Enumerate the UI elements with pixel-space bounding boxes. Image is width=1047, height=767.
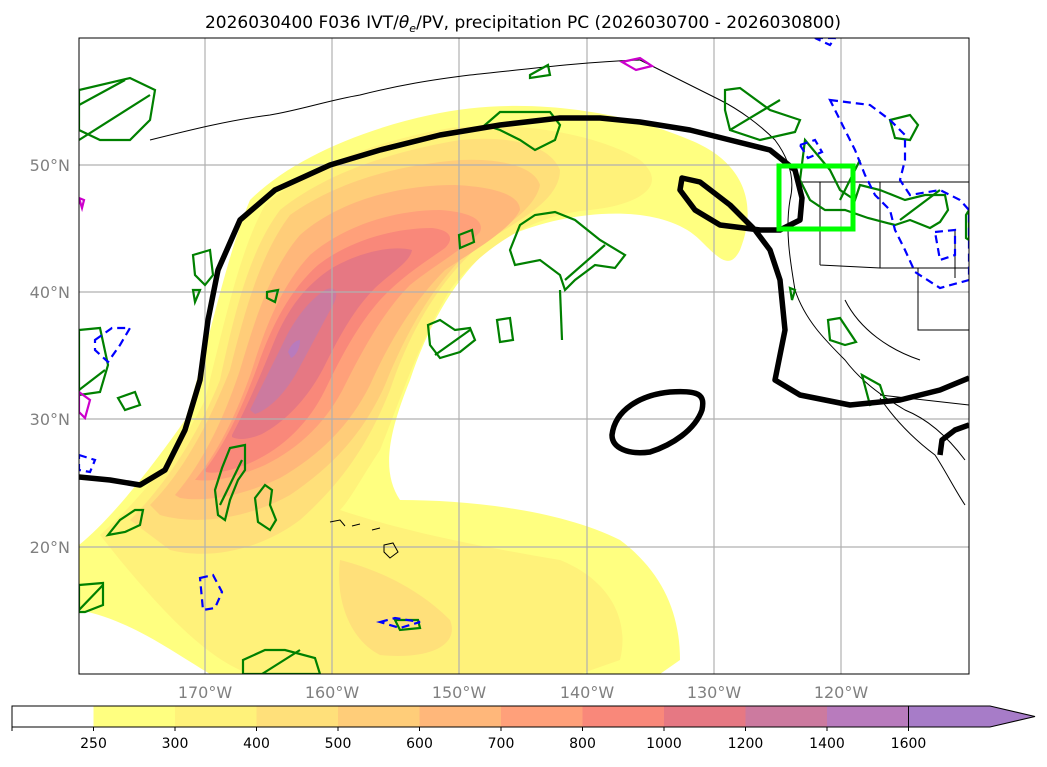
title-subscript: e: [409, 22, 416, 35]
colorbar-tick-label: 300: [162, 736, 189, 752]
hawaii-islands: [329, 519, 399, 559]
pv-contours: [79, 56, 655, 421]
mexico-ivt-outline: [937, 422, 969, 456]
ivt-level-1400: [288, 340, 300, 358]
colorbar-tick-label: 1200: [728, 736, 764, 752]
title-prefix: 2026030400 F036 IVT/: [205, 13, 399, 33]
precip-positive-contours: [79, 63, 969, 674]
longitude-labels: 170°W 160°W 150°W 140°W 130°W 120°W: [178, 683, 869, 702]
latitude-labels: 50°N 40°N 30°N 20°N: [30, 156, 70, 557]
colorbar-tick-label: 800: [569, 736, 596, 752]
coastlines: [149, 59, 969, 559]
lat-label: 20°N: [30, 538, 70, 557]
colorbar-segment: [256, 706, 339, 727]
colorbar-segment: [338, 706, 420, 727]
main-ivt-outline: [79, 115, 969, 488]
alaska-coast: [149, 59, 641, 141]
target-region-box: [776, 163, 856, 232]
title-theta: θ: [399, 13, 410, 33]
map-frame: [78, 37, 970, 675]
precip-negative-contours: [79, 38, 969, 630]
ivt-shading: [79, 105, 748, 674]
colorbar-tick-label: 600: [406, 736, 433, 752]
colorbar-tick-label: 500: [325, 736, 352, 752]
lon-label: 170°W: [178, 683, 233, 702]
figure-title: 2026030400 F036 IVT/θe/PV, precipitation…: [205, 13, 841, 35]
lon-label: 150°W: [432, 683, 487, 702]
colorbar-tick-label: 250: [80, 736, 107, 752]
lon-label: 160°W: [305, 683, 360, 702]
title-suffix: /PV, precipitation PC (2026030700 - 2026…: [416, 13, 841, 33]
colorbar-tick-label: 700: [488, 736, 515, 752]
map-panel: [79, 38, 969, 674]
colorbar-tick-label: 1400: [809, 736, 845, 752]
lon-label: 130°W: [687, 683, 742, 702]
colorbar-segment: [419, 706, 502, 727]
lat-label: 40°N: [30, 283, 70, 302]
lon-label: 120°W: [814, 683, 869, 702]
baja-california: [879, 397, 966, 506]
ivt-outline-contours: [79, 115, 969, 488]
colorbar-segment: [827, 706, 909, 727]
lat-label: 30°N: [30, 410, 70, 429]
colorbar: 250 300 400 500 600 700 800 1000 1200 1400 1600: [11, 705, 1036, 752]
colorbar-tick-label: 1600: [891, 736, 927, 752]
colorbar-tick-label: 1000: [646, 736, 682, 752]
colorbar-outline: [11, 705, 909, 728]
colorbar-tick-label: 400: [243, 736, 270, 752]
lat-label: 50°N: [30, 156, 70, 175]
colorbar-segment: [745, 706, 828, 727]
mexico-border: [879, 394, 969, 406]
closed-ivt-outline: [609, 388, 706, 456]
colorbar-segment: [175, 706, 257, 727]
us-state-borders: [819, 182, 969, 361]
lon-label: 140°W: [560, 683, 615, 702]
colorbar-segment: [664, 706, 746, 727]
colorbar-segment: [501, 706, 583, 727]
colorbar-segment: [12, 706, 94, 727]
colorbar-segment: [93, 706, 176, 727]
colorbar-segment: [582, 706, 665, 727]
colorbar-extension: [908, 705, 1036, 728]
